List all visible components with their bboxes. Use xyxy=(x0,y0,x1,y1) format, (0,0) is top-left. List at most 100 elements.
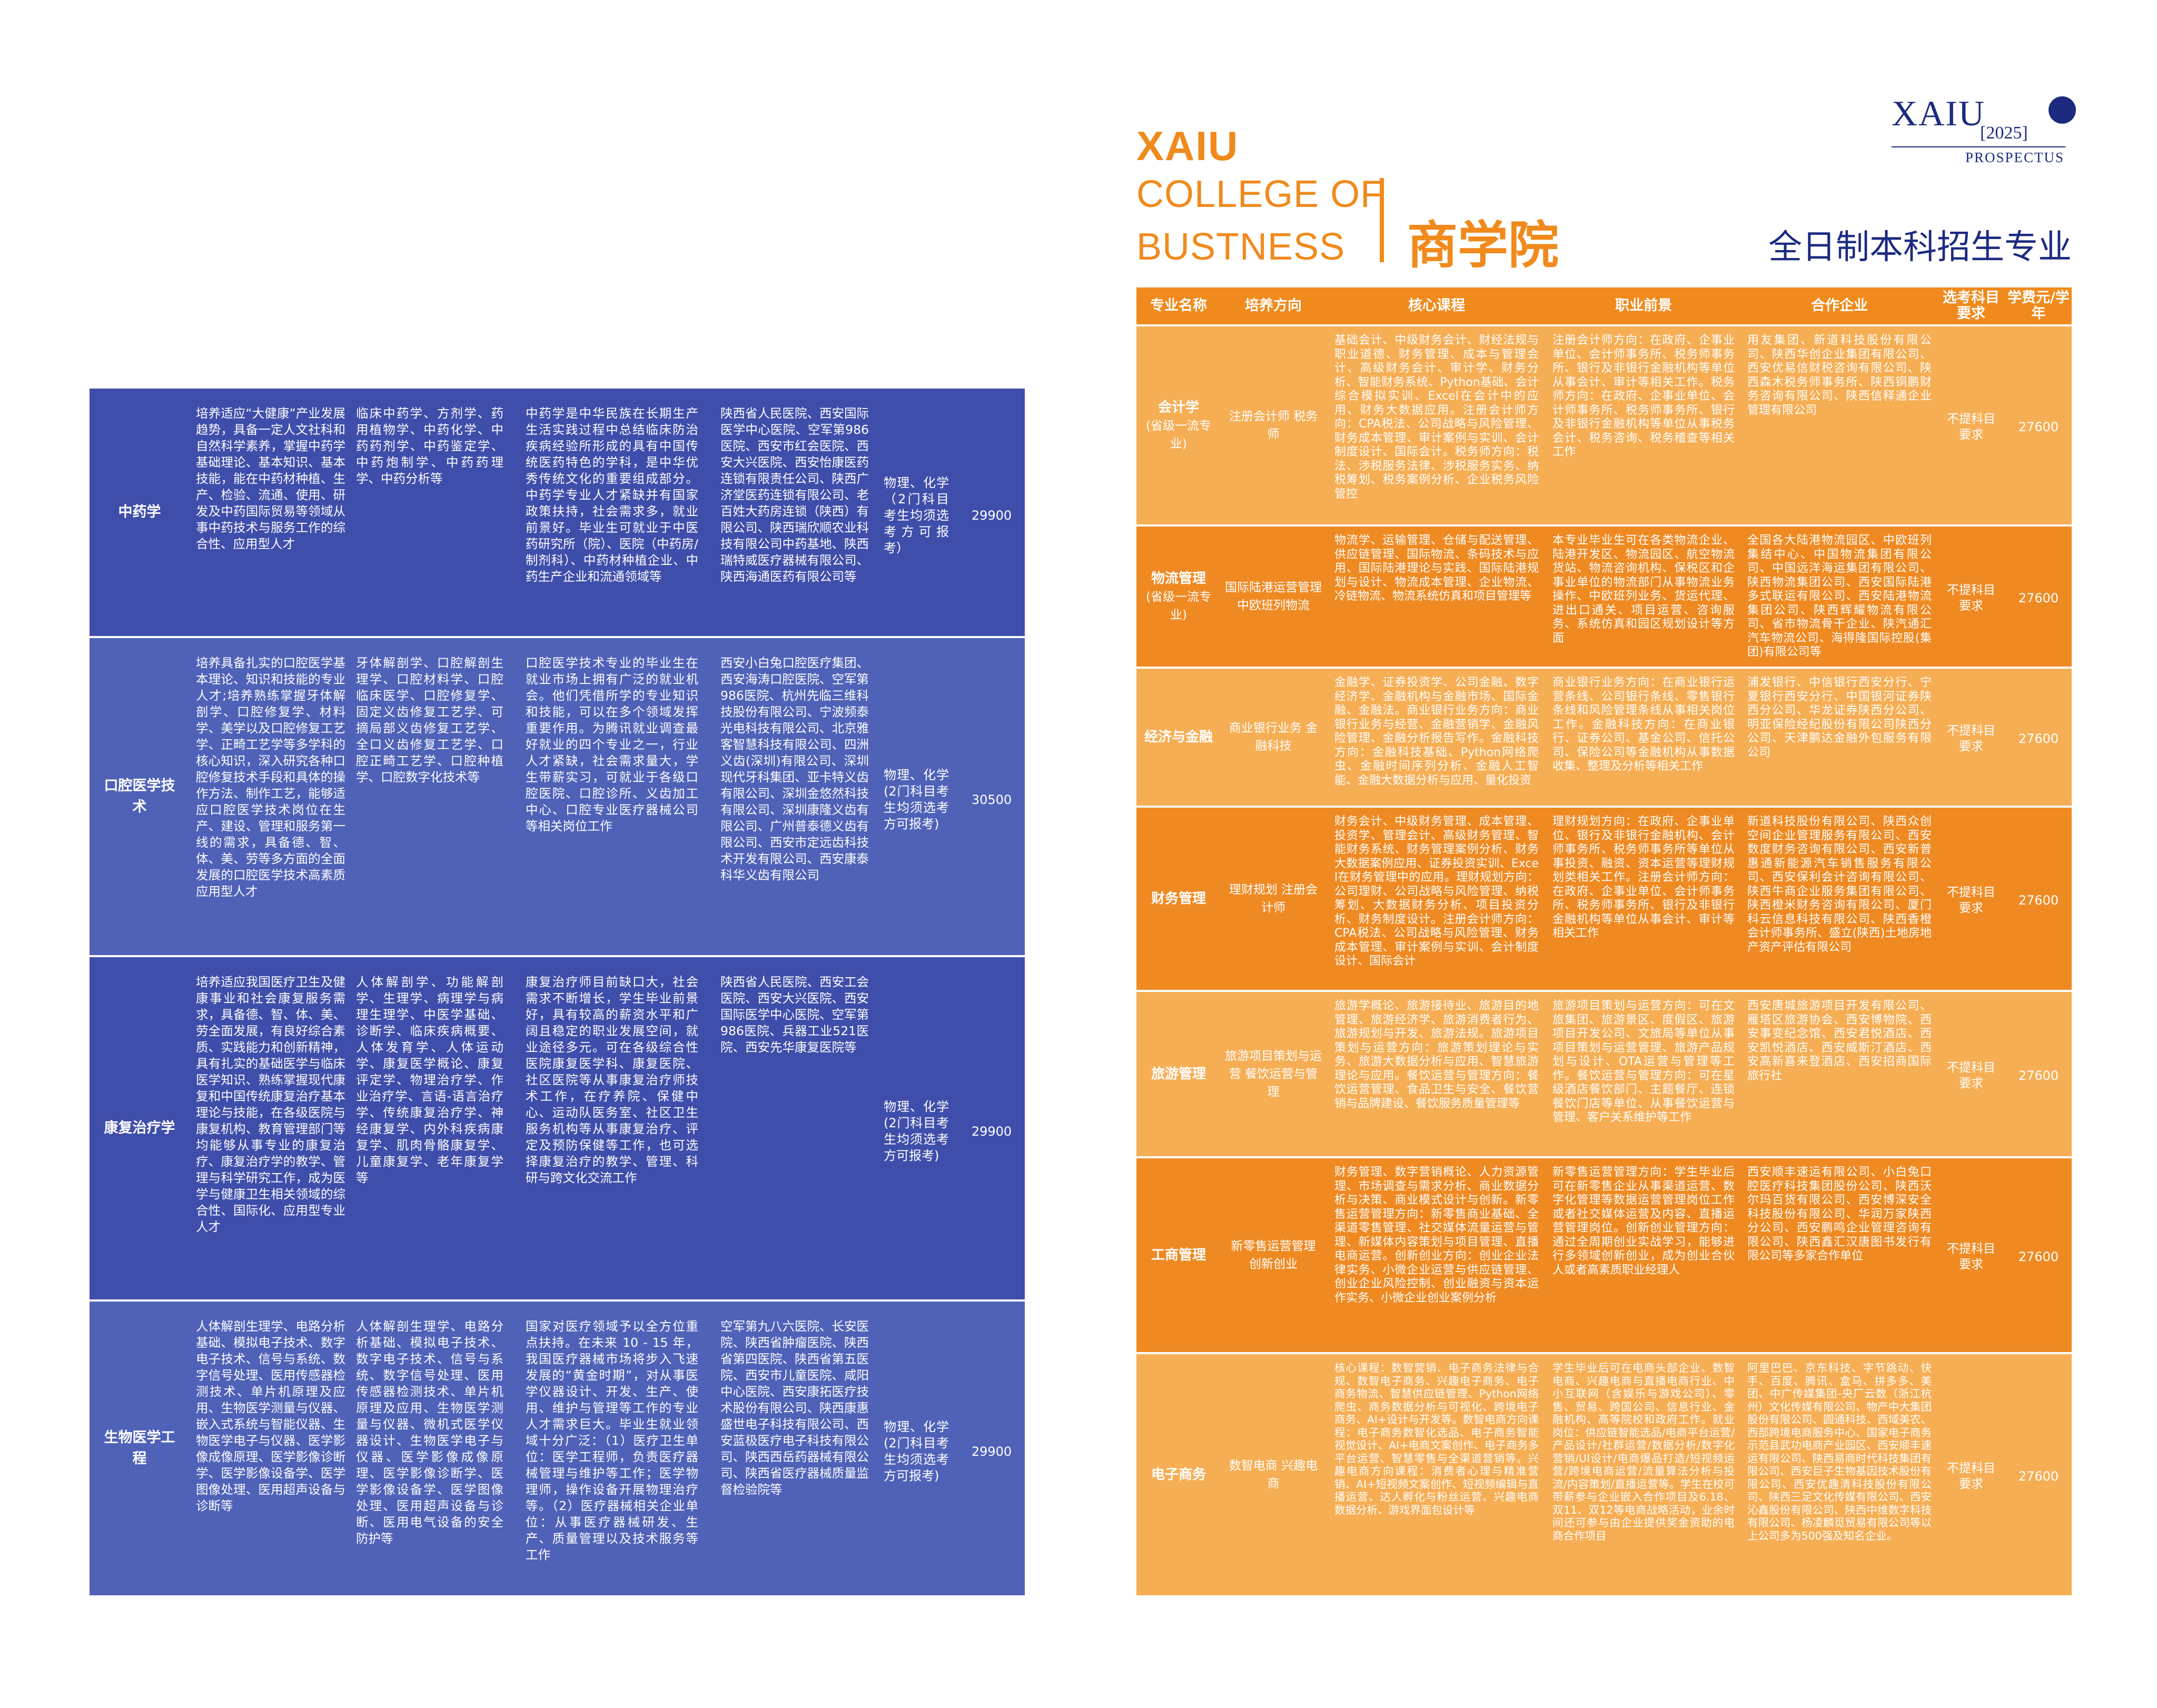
major-title: 物流管理 xyxy=(1151,571,1206,587)
subject-requirement: 不提科目要求 xyxy=(1947,1061,1995,1090)
training-direction: 国际陆港运营管理 中欧班列物流 xyxy=(1225,581,1322,612)
page-subtitle: 全日制本科招生专业 xyxy=(1768,228,2072,267)
major-name: 会计学 (省级一流专业) xyxy=(1136,326,1221,524)
subject-requirement: 物理、化学（2门科目考生均须选考方可报考） xyxy=(884,475,949,555)
table-row: 旅游管理 旅游项目策划与运营 餐饮运营与管理 旅游学概论、旅游接待业、旅游目的地… xyxy=(1136,990,2072,1156)
core-courses: 临床中药学、方剂学、药用植物学、中药化学、中药药剂学、中药鉴定学、中药炮制学、中… xyxy=(356,406,503,486)
college-english-line-2: BUSTNESS xyxy=(1136,226,1345,268)
table-row: 工商管理 新零售运营管理 创新创业 财务管理、数字营销概论、人力资源管理、市场调… xyxy=(1136,1156,2072,1352)
training-objective: 培养适应“大健康”产业发展趋势，具备一定人文社科和自然科学素养，掌握中药学基础理… xyxy=(196,406,345,551)
business-major-table: 专业名称 培养方向 核心课程 职业前景 合作企业 选考科目要求 学费元/学年 会… xyxy=(1136,287,2072,1595)
table-row: 中药学 培养适应“大健康”产业发展趋势，具备一定人文社科和自然科学素养，掌握中药… xyxy=(90,389,1025,636)
career-prospects: 中药学是中华民族在长期生产生活实践过程中总结临床防治疾病经验所形成的具有中国传统… xyxy=(526,406,698,584)
partner-companies: 浦发银行、中信银行西安分行、宁夏银行西安分行、中国银河证券陕西分公司、华龙证券陕… xyxy=(1747,676,1932,759)
major-title: 旅游管理 xyxy=(1151,1066,1206,1082)
core-courses: 金融学、证券投资学、公司金融、数字经济学、金融机构与金融市场、国际金融、金融法。… xyxy=(1334,676,1539,787)
subject-requirement: 物理、化学(2门科目考生均须选考方可报考) xyxy=(884,1099,949,1163)
core-courses: 物流学、运输管理、仓储与配送管理、供应链管理、国际物流、条码技术与应用、国际陆港… xyxy=(1334,534,1539,603)
subject-requirement: 物理、化学(2门科目考生均须选考方可报考) xyxy=(884,1419,949,1483)
table-row: 口腔医学技术 培养具备扎实的口腔医学基本理论、知识和技能的专业人才;培养熟练掌握… xyxy=(90,636,1025,955)
training-objective: 培养适应我国医疗卫生及健康事业和社会康复服务需求，具备德、智、体、美、劳全面发展… xyxy=(196,975,345,1234)
major-name: 电子商务 xyxy=(1136,1354,1221,1595)
career-prospects: 旅游项目策划与运营方向：可在文旅集团、旅游景区、度假区、旅游项目开发公司、文旅局… xyxy=(1552,999,1735,1124)
subject-requirement: 不提科目要求 xyxy=(1947,583,1995,613)
training-direction: 商业银行业务 金融科技 xyxy=(1229,721,1318,753)
header-direction: 培养方向 xyxy=(1245,297,1302,314)
subject-requirement: 不提科目要求 xyxy=(1947,412,1995,442)
core-courses: 人体解剖学、功能解剖学、生理学、病理学与病理生理学、中医学基础、诊断学、临床疾病… xyxy=(356,975,503,1185)
header-name: 专业名称 xyxy=(1150,297,1207,314)
major-name: 口腔医学技术 xyxy=(104,778,175,815)
tuition-fee: 27600 xyxy=(2018,892,2059,908)
major-name: 经济与金融 xyxy=(1136,669,1221,806)
major-name: 物流管理 (省级一流专业) xyxy=(1136,527,1221,667)
partner-companies: 西安小白兔口腔医疗集团、西安海涛口腔医院、空军第986医院、杭州先临三维科技股份… xyxy=(720,656,869,882)
subject-requirement: 不提科目要求 xyxy=(1947,1242,1995,1272)
tuition-fee: 27600 xyxy=(2018,1249,2059,1264)
major-name: 工商管理 xyxy=(1136,1158,1221,1352)
major-title: 财务管理 xyxy=(1151,891,1206,907)
core-courses: 财务管理、数字营销概论、人力资源管理、市场调查与需求分析、商业数据分析与决策、商… xyxy=(1334,1166,1539,1305)
tuition-fee: 29900 xyxy=(971,508,1012,523)
tuition-fee: 29900 xyxy=(971,1444,1012,1459)
core-courses: 财务会计、中级财务管理、成本管理、投资学、管理会计、高级财务管理、智能财务系统、… xyxy=(1334,815,1539,968)
college-english-line-1: COLLEGE OF xyxy=(1136,173,1384,215)
training-objective: 培养具备扎实的口腔医学基本理论、知识和技能的专业人才;培养熟练掌握牙体解剖学、口… xyxy=(196,656,345,899)
core-courses: 牙体解剖学、口腔解剖生理学、口腔材料学、口腔临床医学、口腔修复学、固定义齿修复工… xyxy=(356,656,503,785)
partner-companies: 新道科技股份有限公司、陕西众创空间企业管理服务有限公司、西安数度财务咨询有限公司… xyxy=(1747,815,1932,954)
subject-requirement: 不提科目要求 xyxy=(1947,886,1995,915)
partner-companies: 陕西省人民医院、西安工会医院、西安大兴医院、西安国际医学中心医院、空军第986医… xyxy=(720,975,869,1055)
core-courses: 核心课程：数智营销、电子商务法律与合规、数智电子商务、兴趣电子商务、电子商务物流… xyxy=(1334,1362,1539,1516)
table-row: 物流管理 (省级一流专业) 国际陆港运营管理 中欧班列物流 物流学、运输管理、仓… xyxy=(1136,524,2072,667)
career-prospects: 国家对医疗领域予以全方位重点扶持。在未来 10 - 15 年，我国医疗器械市场将… xyxy=(526,1319,698,1562)
brand-title: XAIU xyxy=(1136,123,1239,169)
table-header: 专业名称 培养方向 核心课程 职业前景 合作企业 选考科目要求 学费元/学年 xyxy=(1136,287,2072,324)
partner-companies: 全国各大陆港物流园区、中欧班列集结中心、中国物流集团有限公司、中国远洋海运集团有… xyxy=(1747,534,1932,659)
table-row: 生物医学工程 人体解剖生理学、电路分析基础、模拟电子技术、数字电子技术、信号与系… xyxy=(90,1299,1025,1595)
header-courses: 核心课程 xyxy=(1408,297,1465,314)
logo-text: XAIU xyxy=(1892,93,1985,133)
major-title: 会计学 xyxy=(1157,400,1199,415)
major-title: 经济与金融 xyxy=(1144,729,1213,745)
college-chinese-name: 商学院 xyxy=(1407,216,1559,275)
tuition-fee: 27600 xyxy=(2018,1468,2059,1484)
tuition-fee: 30500 xyxy=(971,792,1012,807)
career-prospects: 注册会计师方向：在政府、企事业单位、会计师事务所、税务师事务所、银行及非银行金融… xyxy=(1552,334,1735,459)
career-prospects: 新零售运营管理方向：学生毕业后可在新零售企业从事渠道运营、数字化管理等数据运营管… xyxy=(1552,1166,1735,1277)
tuition-fee: 27600 xyxy=(2018,419,2059,434)
major-name: 中药学 xyxy=(118,504,161,520)
subject-requirement: 物理、化学(2门科目考生均须选考方可报考) xyxy=(884,768,949,831)
career-prospects: 商业银行业务方向：在商业银行运营条线、公司银行条线、零售银行条线和风险管理条线从… xyxy=(1552,676,1735,773)
title-divider xyxy=(1380,178,1384,262)
table-row: 会计学 (省级一流专业) 注册会计师 税务师 基础会计、中级财务会计、财经法规与… xyxy=(1136,324,2072,524)
tuition-fee: 27600 xyxy=(2018,1068,2059,1083)
table-row: 财务管理 理财规划 注册会计师 财务会计、中级财务管理、成本管理、投资学、管理会… xyxy=(1136,806,2072,990)
partner-companies: 阿里巴巴、京东科技、字节跳动、快手、百度、腾讯、盒马、拼多多、美团、中广传媒集团… xyxy=(1747,1362,1932,1542)
partner-companies: 西安唐城旅游项目开发有限公司、雁塔区旅游协会、西安博物院、西安事变纪念馆、西安君… xyxy=(1747,999,1932,1083)
logo-dot-icon xyxy=(2049,96,2076,124)
training-direction: 数智电商 兴趣电商 xyxy=(1229,1459,1318,1491)
major-name: 康复治疗学 xyxy=(104,1120,175,1136)
header-fee: 学费元/学年 xyxy=(2007,290,2070,322)
tuition-fee: 27600 xyxy=(2018,731,2059,746)
partner-companies: 用友集团、新道科技股份有限公司、陕西华创企业集团有限公司、西安优易信财税咨询有限… xyxy=(1747,334,1932,417)
major-title: 电子商务 xyxy=(1151,1467,1206,1483)
training-direction: 注册会计师 税务师 xyxy=(1229,410,1318,441)
career-prospects: 口腔医学技术专业的毕业生在就业市场上拥有广泛的就业机会。他们凭借所学的专业知识和… xyxy=(526,656,698,833)
career-prospects: 本专业毕业生可在各类物流企业、陆港开发区、物流园区、航空物流货站、物流咨询机构、… xyxy=(1552,534,1735,645)
major-tag: (省级一流专业) xyxy=(1146,590,1211,622)
major-name: 财务管理 xyxy=(1136,808,1221,990)
header-requirement: 选考科目要求 xyxy=(1943,290,2000,322)
partner-companies: 空军第九八六医院、长安医院、陕西省肿瘤医院、陕西省第四医院、陕西省第五医院、西安… xyxy=(720,1319,869,1497)
core-courses: 基础会计、中级财务会计、财经法规与职业道德、财务管理、成本与管理会计、高级财务会… xyxy=(1334,334,1539,501)
header-partners: 合作企业 xyxy=(1811,297,1868,314)
header-career: 职业前景 xyxy=(1615,297,1672,314)
major-title: 工商管理 xyxy=(1151,1247,1206,1263)
subject-requirement: 不提科目要求 xyxy=(1947,1462,1995,1491)
training-direction: 新零售运营管理 创新创业 xyxy=(1231,1239,1316,1271)
table-row: 康复治疗学 培养适应我国医疗卫生及健康事业和社会康复服务需求，具备德、智、体、美… xyxy=(90,955,1025,1299)
table-row: 电子商务 数智电商 兴趣电商 核心课程：数智营销、电子商务法律与合规、数智电子商… xyxy=(1136,1352,2072,1595)
core-courses: 人体解剖生理学、电路分析基础、模拟电子技术、数字电子技术、信号与系统、数字信号处… xyxy=(356,1319,503,1546)
career-prospects: 理财规划方向：在政府、企事业单位、银行及非银行金融机构、会计师事务所、税务师事务… xyxy=(1552,815,1735,940)
major-name: 生物医学工程 xyxy=(104,1429,175,1467)
